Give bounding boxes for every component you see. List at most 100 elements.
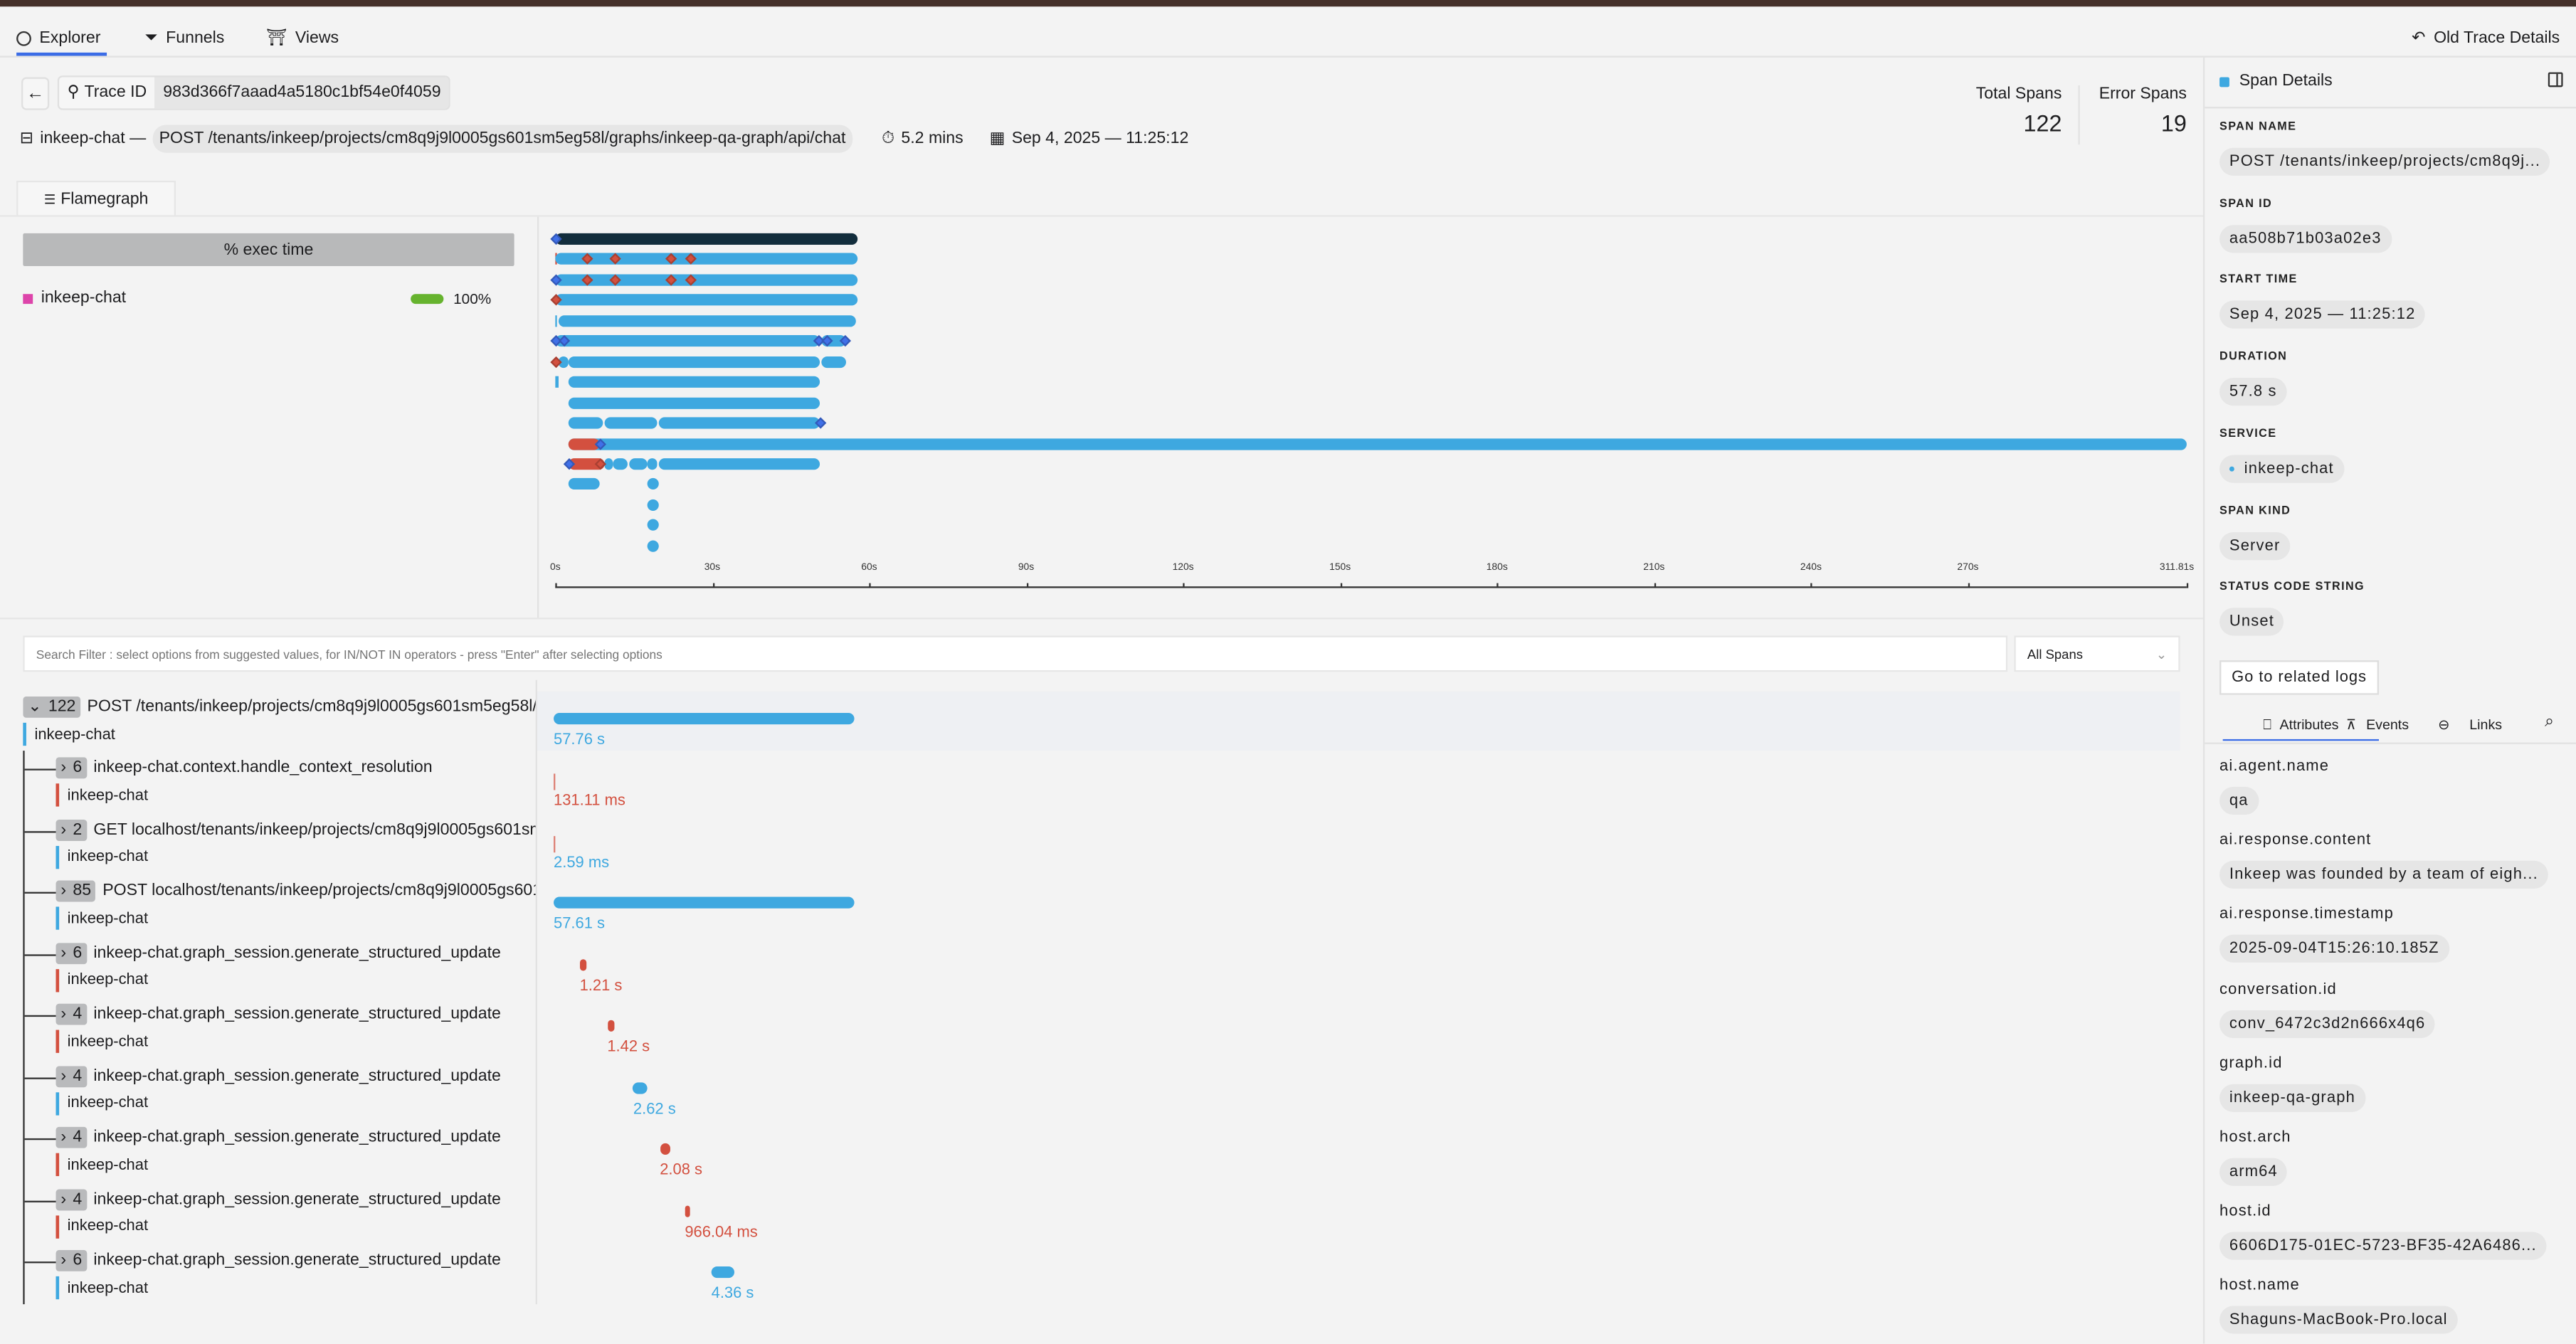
field-value[interactable]: 57.8 s bbox=[2219, 378, 2287, 406]
span-row[interactable]: › 4 inkeep-chat.graph_session.generate_str… bbox=[56, 1188, 535, 1248]
field-value[interactable]: aa508b71b03a02e3 bbox=[2219, 224, 2392, 253]
field-label: SPAN ID bbox=[2219, 198, 2273, 210]
flamegraph-span-bar[interactable] bbox=[648, 539, 659, 552]
search-icon[interactable]: ⌕ bbox=[2545, 712, 2555, 731]
flamegraph-span-bar[interactable] bbox=[555, 335, 821, 347]
expand-toggle[interactable]: › 4 bbox=[56, 1188, 88, 1210]
flamegraph-span-bar[interactable] bbox=[648, 499, 659, 511]
span-service: inkeep-chat bbox=[56, 784, 535, 808]
flamegraph-span-bar[interactable] bbox=[569, 356, 821, 368]
flamegraph-span-bar[interactable] bbox=[556, 253, 857, 265]
field-value[interactable]: Sep 4, 2025 — 11:25:12 bbox=[2219, 301, 2426, 329]
flamegraph-span-bar[interactable] bbox=[555, 295, 857, 307]
waterfall-span-bar[interactable] bbox=[633, 1081, 648, 1094]
waterfall-span-bar[interactable] bbox=[554, 712, 855, 725]
expand-toggle[interactable]: › 4 bbox=[56, 1004, 88, 1026]
axis-tick-mark bbox=[1496, 583, 1499, 588]
tab-label: Attributes bbox=[2279, 716, 2339, 733]
waterfall-span-bar[interactable] bbox=[607, 1020, 615, 1032]
flamegraph-span-bar[interactable] bbox=[555, 314, 558, 327]
tab-attributes[interactable]: ⎕ Attributes bbox=[2222, 716, 2379, 741]
span-row[interactable]: › 6 inkeep-chat.context.handle_context_res… bbox=[56, 758, 535, 817]
field-value[interactable]: Server bbox=[2219, 531, 2291, 560]
flamegraph-span-bar[interactable] bbox=[613, 457, 628, 470]
flamegraph-span-bar[interactable] bbox=[648, 457, 658, 470]
flamegraph-span-bar[interactable] bbox=[559, 356, 569, 368]
flamegraph-span-bar[interactable] bbox=[821, 356, 846, 368]
expand-toggle[interactable]: › 6 bbox=[56, 1250, 88, 1272]
waterfall-span-bar[interactable] bbox=[685, 1205, 690, 1217]
funnel-icon: ⏷ bbox=[144, 28, 158, 47]
attribute-value[interactable]: 6606D175-01EC-5723-BF35-42A6486... bbox=[2219, 1232, 2547, 1261]
exec-time-header[interactable]: % exec time bbox=[23, 233, 514, 267]
flamegraph-span-bar[interactable] bbox=[658, 417, 821, 429]
old-trace-details-button[interactable]: ↶ Old Trace Details bbox=[2412, 20, 2560, 56]
flamegraph-span-bar[interactable] bbox=[648, 519, 659, 531]
chevron-icon: › bbox=[60, 821, 67, 840]
span-row[interactable]: › 6 inkeep-chat.graph_session.generate_str… bbox=[56, 942, 535, 1002]
span-row[interactable]: › 4 inkeep-chat.graph_session.generate_str… bbox=[56, 1004, 535, 1063]
tab-flamegraph[interactable]: ☰ Flamegraph bbox=[16, 180, 176, 216]
expand-toggle[interactable]: › 4 bbox=[56, 1065, 88, 1087]
attribute-value[interactable]: 2025-09-04T15:26:10.185Z bbox=[2219, 935, 2449, 963]
attribute-value[interactable]: conv_6472c3d2n666x4q6 bbox=[2219, 1009, 2436, 1038]
expand-toggle[interactable]: ⌄ 122 bbox=[23, 696, 81, 718]
expand-toggle[interactable]: › 6 bbox=[56, 942, 88, 964]
tab-views[interactable]: ⛩ Views bbox=[266, 20, 339, 56]
flamegraph-span-bar[interactable] bbox=[628, 457, 648, 470]
waterfall-span-bar[interactable] bbox=[554, 774, 556, 791]
flamegraph-span-bar[interactable] bbox=[556, 376, 558, 388]
flamegraph-span-bar[interactable] bbox=[569, 396, 821, 408]
tab-links[interactable]: ⊖ Links bbox=[2438, 716, 2502, 734]
flamegraph-span-bar[interactable] bbox=[658, 457, 821, 470]
waterfall-span-bar[interactable] bbox=[711, 1266, 734, 1279]
go-to-related-logs-button[interactable]: Go to related logs bbox=[2219, 660, 2379, 695]
span-row[interactable]: › 2 GET localhost/tenants/inkeep/projects/… bbox=[56, 819, 536, 879]
attribute-value[interactable]: Inkeep was founded by a team of eigh... bbox=[2219, 861, 2548, 889]
flamegraph-span-bar[interactable] bbox=[648, 478, 659, 490]
waterfall-span-bar[interactable] bbox=[579, 958, 586, 970]
flamegraph-span-bar[interactable] bbox=[569, 438, 2187, 450]
field-value[interactable]: inkeep-chat bbox=[2219, 455, 2344, 483]
tab-explorer[interactable]: Explorer bbox=[16, 20, 100, 56]
field-value[interactable]: Unset bbox=[2219, 608, 2284, 636]
expand-toggle[interactable]: › 85 bbox=[56, 881, 96, 903]
expand-toggle[interactable]: › 4 bbox=[56, 1127, 88, 1149]
flamegraph-span-bar[interactable] bbox=[569, 478, 601, 490]
flamegraph-span-bar[interactable] bbox=[603, 457, 613, 470]
flamegraph-span-bar[interactable] bbox=[555, 274, 857, 286]
waterfall-span-bar[interactable] bbox=[554, 897, 854, 909]
search-filter-input[interactable] bbox=[23, 635, 2008, 672]
waterfall-span-bar[interactable] bbox=[554, 835, 556, 852]
span-row[interactable]: › 4 inkeep-chat.graph_session.generate_str… bbox=[56, 1065, 535, 1125]
flamegraph-span-bar[interactable] bbox=[569, 376, 821, 388]
attribute-value[interactable]: qa bbox=[2219, 786, 2259, 815]
tree-connector bbox=[24, 892, 56, 894]
span-row[interactable]: › 85 POST localhost/tenants/inkeep/project… bbox=[56, 881, 536, 940]
flamegraph-span-bar[interactable] bbox=[569, 417, 603, 429]
trace-summary-row: ⊟ inkeep-chat — POST /tenants/inkeep/pro… bbox=[20, 125, 1189, 153]
flamegraph-span-bar[interactable] bbox=[557, 314, 857, 327]
span-row[interactable]: ⌄ 122 POST /tenants/inkeep/projects/cm8q9j… bbox=[23, 696, 536, 756]
expand-toggle[interactable]: › 2 bbox=[56, 819, 88, 841]
exec-legend-item[interactable]: inkeep-chat 100% bbox=[23, 289, 491, 307]
span-scope-select[interactable]: All Spans ⌄ bbox=[2014, 635, 2180, 672]
span-row[interactable]: › 6 inkeep-chat.graph_session.generate_str… bbox=[56, 1250, 535, 1309]
chevron-icon: › bbox=[60, 1252, 67, 1270]
expand-toggle[interactable]: › 6 bbox=[56, 758, 88, 780]
panel-toggle-icon[interactable] bbox=[2548, 72, 2563, 88]
waterfall-span-bar[interactable] bbox=[660, 1143, 671, 1155]
attribute-value[interactable]: arm64 bbox=[2219, 1158, 2288, 1186]
trace-id-value[interactable]: 983d366f7aaad4a5180c1bf54e0f4059 bbox=[154, 77, 450, 109]
tab-funnels[interactable]: ⏷ Funnels bbox=[144, 20, 224, 56]
flamegraph-span-bar[interactable] bbox=[569, 457, 604, 470]
flamegraph-span-bar[interactable] bbox=[603, 417, 658, 429]
attribute-value[interactable]: inkeep-qa-graph bbox=[2219, 1084, 2365, 1112]
flamegraph-span-bar[interactable] bbox=[569, 438, 601, 450]
flamegraph-span-bar[interactable] bbox=[555, 233, 857, 245]
tab-events[interactable]: ⊼ Events bbox=[2346, 716, 2409, 734]
back-button[interactable]: ← bbox=[21, 77, 50, 110]
field-value[interactable]: POST /tenants/inkeep/projects/cm8q9j... bbox=[2219, 147, 2550, 176]
attribute-value[interactable]: Shaguns-MacBook-Pro.local bbox=[2219, 1306, 2458, 1335]
span-row[interactable]: › 4 inkeep-chat.graph_session.generate_str… bbox=[56, 1127, 535, 1186]
